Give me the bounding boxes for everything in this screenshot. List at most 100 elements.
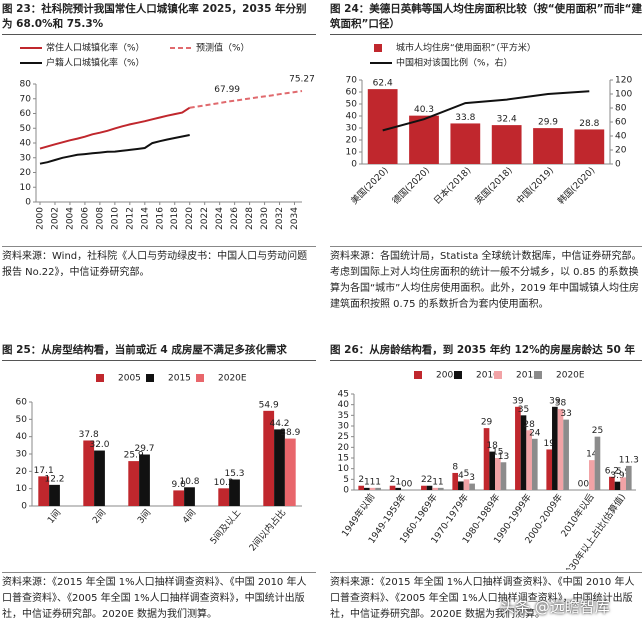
data-label: 10.2	[214, 478, 234, 488]
y-tick-label: 40	[346, 112, 358, 122]
bar	[437, 487, 444, 490]
bar	[395, 487, 401, 490]
bar	[620, 477, 626, 490]
data-label: 2	[358, 475, 364, 485]
chart-title: 图 24：美德日英韩等国人均住房面积比较（按“使用面积”而非“建筑面积”口径）	[330, 2, 642, 35]
data-label: 8	[452, 462, 458, 472]
chart-title: 图 23：社科院预计我国常住人口城镇化率 2025，2035 年分别为 68.0…	[2, 2, 316, 35]
legend-label: 2020E	[218, 374, 247, 384]
x-tick-label: 4间	[180, 507, 199, 526]
y-tick-label: 40	[20, 139, 32, 149]
data-label: 28.8	[579, 119, 599, 129]
data-label: 5.9	[616, 467, 631, 477]
data-label: 13	[498, 452, 509, 462]
y-tick-label: 60	[615, 118, 627, 128]
y-tick-label: 20	[16, 467, 28, 477]
source-note: 资料来源：《2015 年全国 1%人口抽样调查资料》、《中国 2010 年人口普…	[2, 572, 316, 623]
legend-label: 中国相对该国比例（%，右）	[396, 57, 513, 69]
line-series	[39, 134, 190, 165]
line-series	[39, 106, 191, 150]
data-label: 38	[555, 398, 567, 408]
data-label: 39	[549, 396, 561, 406]
legend-label: 2015	[168, 374, 191, 384]
x-tick-label: 美国(2020)	[348, 164, 390, 206]
y-tick-label: 0	[351, 160, 357, 170]
data-label: 1	[395, 477, 401, 487]
bar	[432, 487, 438, 490]
bar	[557, 408, 564, 490]
data-label: 29	[481, 418, 493, 428]
legend-label: 2010	[476, 371, 499, 381]
data-label: 25.9	[124, 451, 144, 461]
data-label: 2	[390, 475, 396, 485]
data-label: 75.27	[289, 74, 315, 84]
bar	[426, 485, 433, 490]
data-label: 15	[492, 448, 503, 458]
y-tick-label: 70	[20, 94, 32, 104]
bar	[284, 438, 296, 506]
y-tick-label: 15	[338, 454, 349, 464]
source-note: 资料来源：Wind，社科院《人口与劳动绿皮书：中国人口与劳动问题报告 No.22…	[2, 246, 316, 281]
legend-swatch	[414, 371, 422, 379]
data-label: 15.3	[224, 469, 244, 479]
data-label: 1	[370, 477, 376, 487]
bar	[375, 487, 381, 490]
bar	[574, 129, 605, 164]
data-label: 9.0	[172, 480, 187, 490]
chart-title: 图 25：从房型结构看，当前或近 4 成房屋不满足多孩化需求	[2, 343, 316, 361]
y-tick-label: 80	[615, 104, 627, 114]
legend-label: 城市人均住房“使用面积”（平方米）	[396, 42, 536, 54]
x-tick-label: 2014	[140, 207, 150, 230]
y-tick-label: 20	[615, 146, 627, 156]
legend-swatch	[146, 374, 154, 382]
legend-label: 2005	[118, 374, 141, 384]
chart: 0 10 20 30 40 50 60 70 0 20 40 60 80 100 120 美国(2020) 德国…	[346, 42, 633, 207]
y-tick-label: 0	[343, 486, 349, 496]
chart: 0510152025303540451949年以前1949-1959年1960-…	[338, 371, 639, 571]
source-note: 资料来源：《2015 年全国 1%人口抽样调查资料》、《中国 2010 年人口普…	[330, 572, 642, 623]
y-tick-label: 30	[16, 450, 28, 460]
bar	[625, 465, 632, 490]
legend-swatch	[534, 371, 542, 379]
bar	[594, 436, 601, 490]
x-tick-label: 2012	[125, 207, 135, 230]
y-tick-label: 40	[338, 400, 350, 410]
x-tick-label: 英国(2018)	[472, 164, 514, 206]
y-tick-label: 10	[20, 183, 32, 193]
y-tick-label: 35	[338, 411, 349, 421]
data-label: 29.7	[134, 444, 154, 454]
y-tick-label: 80	[20, 80, 32, 90]
source-note: 资料来源：各国统计局，Statista 全球统计数据库，中信证券研究部。考虑到国…	[330, 246, 642, 313]
data-label: 6.2	[605, 466, 619, 476]
legend-label: 户籍人口城镇化率（%）	[46, 57, 145, 69]
bar	[364, 487, 370, 490]
data-label: 38.9	[280, 428, 300, 438]
data-label: 2	[427, 475, 433, 485]
bar	[533, 128, 563, 164]
data-label: 24	[529, 428, 541, 438]
legend-swatch	[96, 374, 104, 382]
y-tick-label: 45	[338, 390, 349, 400]
data-label: 11.3	[619, 455, 639, 465]
y-tick-label: 10	[16, 484, 28, 494]
data-label: 28	[523, 420, 535, 430]
legend-swatch	[374, 44, 382, 52]
data-label: 3	[469, 473, 475, 483]
x-tick-label: 2010	[110, 207, 120, 230]
bar	[128, 461, 140, 506]
data-label: 2	[421, 475, 427, 485]
bar	[609, 476, 615, 490]
data-label: 10.8	[179, 477, 199, 487]
watermark: 头条 @远瞻智库	[500, 598, 610, 616]
y-tick-label: 60	[16, 398, 28, 408]
bar	[94, 450, 105, 506]
bar	[563, 419, 569, 490]
y-tick-label: 30	[338, 422, 350, 432]
y-tick-label: 40	[16, 432, 28, 442]
y-tick-label: 0	[21, 502, 27, 512]
data-label: 0	[401, 480, 407, 490]
bar	[421, 485, 427, 490]
bar	[495, 458, 501, 490]
y-tick-label: 25	[338, 432, 349, 442]
legend-label: 2005	[436, 371, 459, 381]
